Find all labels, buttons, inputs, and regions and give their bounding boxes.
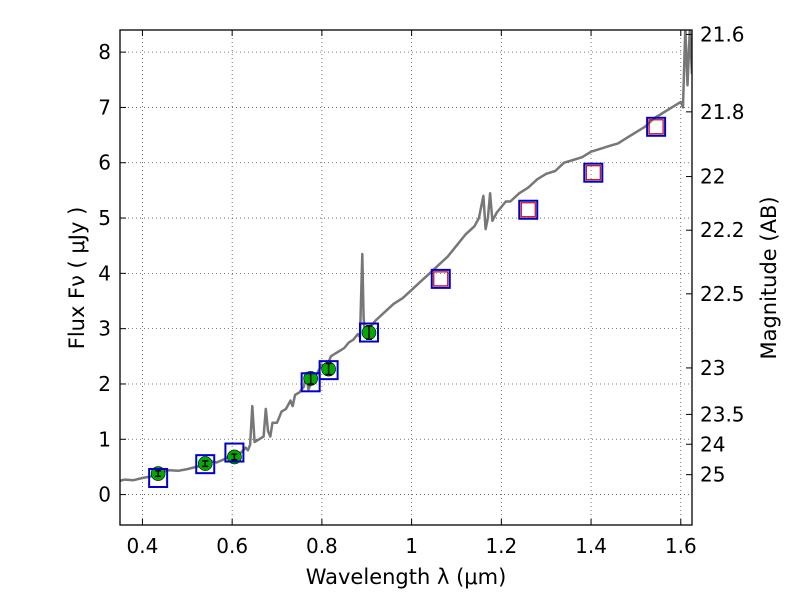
magnitude-tick-label: 25 xyxy=(700,463,725,487)
y-tick-label: 0 xyxy=(98,483,111,507)
y-tick-label: 2 xyxy=(98,372,111,396)
x-tick-label: 1.2 xyxy=(485,534,517,558)
model-band-marker xyxy=(430,268,451,289)
x-tick-label: 1.6 xyxy=(665,534,697,558)
plot-area xyxy=(120,30,692,488)
model-band-marker xyxy=(224,442,245,463)
magnitude-tick-label: 22.2 xyxy=(700,218,745,242)
upper-limit-marker xyxy=(648,119,664,135)
magnitude-tick-label: 21.6 xyxy=(700,22,745,46)
model-band-marker xyxy=(195,454,216,475)
magnitude-tick-label: 22.5 xyxy=(700,282,745,306)
y-tick-label: 7 xyxy=(98,95,111,119)
magnitude-tick-label: 21.8 xyxy=(700,100,745,124)
x-tick-label: 1.4 xyxy=(575,534,607,558)
upper-limit-marker xyxy=(520,202,536,218)
model-band-marker xyxy=(583,162,604,183)
y-tick-label: 3 xyxy=(98,317,111,341)
x-tick-label: 0.8 xyxy=(306,534,338,558)
y-tick-label: 8 xyxy=(98,40,111,64)
magnitude-axis-ticks: 21.6 21.8 22 22.2 22.5 23 23.5 24 25 xyxy=(686,22,745,487)
magnitude-tick-label: 23 xyxy=(700,356,725,380)
upper-limit-marker xyxy=(433,271,449,287)
x-axis-ticks: 0.4 0.6 0.8 1 1.2 1.4 1.6 xyxy=(127,30,697,558)
magnitude-tick-label: 23.5 xyxy=(700,402,745,426)
y-tick-label: 1 xyxy=(98,427,111,451)
model-band-marker xyxy=(358,322,379,343)
model-band-marker xyxy=(148,467,169,488)
y-axis-label: Flux Fν ( μJy ) xyxy=(65,207,89,350)
upper-limit-marker xyxy=(585,165,601,181)
magnitude-tick-label: 24 xyxy=(700,432,725,456)
model-band-marker xyxy=(518,199,539,220)
magnitude-axis-label: Magnitude (AB) xyxy=(757,196,781,359)
x-axis-label: Wavelength λ (μm) xyxy=(306,565,507,589)
y-axis-ticks: 0 1 2 3 4 5 6 7 8 xyxy=(98,40,126,507)
x-tick-label: 1 xyxy=(405,534,418,558)
x-tick-label: 0.6 xyxy=(216,534,248,558)
plot-frame xyxy=(119,29,693,526)
model-band-marker xyxy=(300,372,321,393)
grid-lines xyxy=(120,30,692,525)
magnitude-tick-label: 22 xyxy=(700,165,725,189)
x-tick-label: 0.4 xyxy=(127,534,159,558)
y-tick-label: 5 xyxy=(98,206,111,230)
spectrum-line xyxy=(120,30,692,483)
model-band-marker xyxy=(318,360,339,381)
y-tick-label: 6 xyxy=(98,151,111,175)
model-band-marker xyxy=(646,116,667,137)
y-tick-label: 4 xyxy=(98,261,111,285)
